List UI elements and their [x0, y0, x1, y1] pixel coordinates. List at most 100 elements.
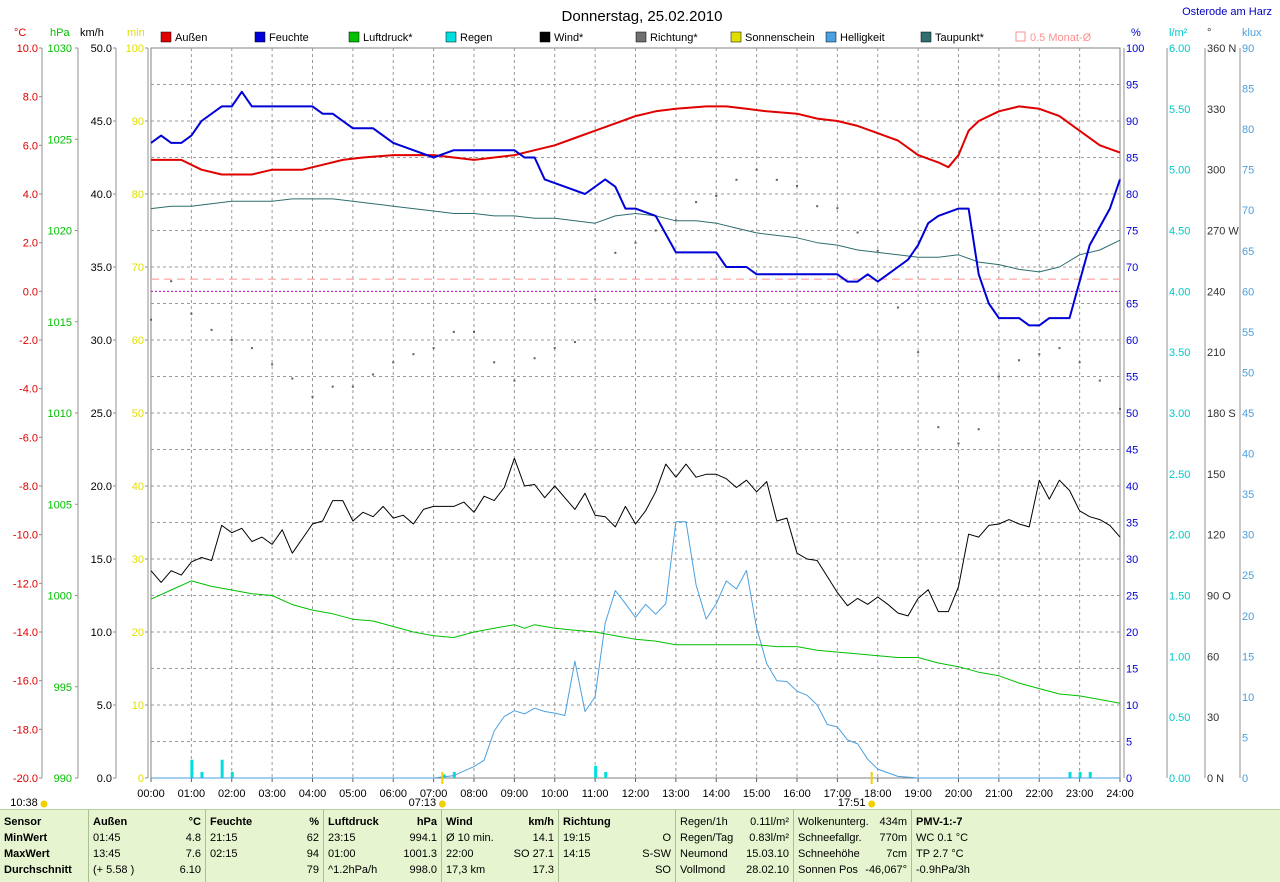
wind-row3-label: 17,3 km: [446, 864, 486, 876]
tick-temp: 8.0: [23, 92, 38, 104]
direction-point: [351, 385, 354, 388]
direction-point: [735, 178, 738, 181]
luftdruck-header: Luftdruck: [328, 816, 379, 828]
tick-pct: 80: [1126, 189, 1138, 201]
direction-point: [271, 363, 274, 366]
feuchte-max-value: 94: [306, 848, 319, 860]
tick-deg: 0 N: [1207, 773, 1224, 785]
direction-point: [493, 361, 496, 364]
wolken-row2-value: 770m: [879, 832, 907, 844]
legend-swatch-richtung: [635, 31, 647, 43]
direction-point: [977, 428, 980, 431]
tick-klux: 45: [1242, 408, 1254, 420]
x-tick-label: 13:00: [662, 788, 690, 800]
direction-point: [937, 426, 940, 429]
col-regen: Regen/1h 0.11l/m² Regen/Tag 0.83l/m² Neumo…: [676, 810, 794, 882]
series-luftdruck: [150, 580, 1121, 704]
x-tick-label: 01:00: [178, 788, 206, 800]
pmv-row2: WC 0.1 °C: [916, 832, 969, 844]
tick-deg: 330: [1207, 104, 1225, 116]
luftdruck-max-time: 01:00: [328, 848, 356, 860]
tick-temp: 0.0: [23, 286, 38, 298]
series-richtung: [150, 168, 1121, 445]
sensor-row-max: MaxWert: [4, 848, 50, 860]
regen-row2-label: Regen/Tag: [680, 832, 734, 844]
aussen-max-time: 13:45: [93, 848, 121, 860]
tick-min: 50: [132, 408, 144, 420]
legend-label-monat: 0.5 Monat-Ø: [1030, 32, 1092, 44]
tick-deg: 150: [1207, 469, 1225, 481]
tick-temp: -14.0: [13, 627, 38, 639]
rain-bar: [1088, 771, 1092, 778]
tick-deg: 210: [1207, 347, 1225, 359]
tick-pct: 55: [1126, 372, 1138, 384]
direction-point: [250, 347, 253, 350]
aussen-min-time: 01:45: [93, 832, 121, 844]
wind-row1-label: Ø 10 min.: [446, 832, 494, 844]
series-wind: [150, 457, 1121, 617]
tick-pct: 75: [1126, 226, 1138, 238]
tick-hpa: 1005: [48, 499, 72, 511]
tick-kmh: 15.0: [91, 554, 112, 566]
unit-pct: %: [1131, 27, 1141, 39]
wolken-row1-value: 434m: [879, 816, 907, 828]
direction-point: [331, 385, 334, 388]
tick-temp: -2.0: [19, 335, 38, 347]
wind-header: Wind: [446, 816, 473, 828]
tick-min: 0: [138, 773, 144, 785]
feuchte-header: Feuchte: [210, 816, 253, 828]
left-axes: 10.0 8.0 6.0 4.0 2.0 0.0 -2.0 -4.0 -6.0 -8.0 -10.0…: [13, 43, 149, 785]
tick-hpa: 995: [54, 682, 72, 694]
x-tick-label: 06:00: [379, 788, 407, 800]
legend-swatch-regen: [445, 31, 457, 43]
tick-deg: 270 W: [1207, 226, 1239, 238]
tick-vlm: 2.50: [1169, 469, 1190, 481]
tick-min: 20: [132, 627, 144, 639]
tick-pct: 45: [1126, 445, 1138, 457]
direction-point: [1018, 359, 1021, 362]
tick-kmh: 5.0: [97, 700, 112, 712]
tick-klux: 80: [1242, 124, 1254, 136]
direction-point: [190, 312, 193, 315]
luftdruck-avg-value: 998.0: [409, 864, 437, 876]
tick-temp: -10.0: [13, 530, 38, 542]
legend-label-helligkeit: Helligkeit: [840, 32, 885, 44]
regen-row3-label: Neumond: [680, 848, 728, 860]
tick-min: 90: [132, 116, 144, 128]
tick-deg: 360 N: [1207, 43, 1236, 55]
wind-row1-value: 14.1: [532, 832, 554, 844]
tick-pct: 60: [1126, 335, 1138, 347]
summary-panel: Sensor MinWert MaxWert Durchschnitt Auße…: [0, 809, 1280, 882]
luftdruck-min-time: 23:15: [328, 832, 356, 844]
direction-point: [553, 347, 556, 350]
tick-klux: 50: [1242, 367, 1254, 379]
tick-hpa: 1030: [48, 43, 72, 55]
tick-klux: 15: [1242, 651, 1254, 663]
regen-row1-value: 0.11l/m²: [750, 816, 789, 828]
sensor-header: Sensor: [4, 816, 42, 828]
tick-klux: 90: [1242, 43, 1254, 55]
direction-point: [755, 168, 758, 171]
richtung-row3-value: SO: [655, 864, 671, 876]
rain-bar: [190, 759, 194, 778]
wolken-row3-value: 7cm: [886, 848, 907, 860]
wolken-row4-label: Sonnen Pos: [798, 864, 858, 876]
sun-icon: [40, 800, 48, 808]
direction-point: [896, 306, 899, 309]
legend-label-feuchte: Feuchte: [269, 32, 309, 44]
tick-vlm: 5.00: [1169, 165, 1190, 177]
tick-klux: 30: [1242, 530, 1254, 542]
feuchte-max-time: 02:15: [210, 848, 238, 860]
tick-kmh: 40.0: [91, 189, 112, 201]
col-richtung: Richtung 19:15 O 14:15 S-SW SO: [559, 810, 676, 882]
tick-vlm: 4.50: [1169, 226, 1190, 238]
luftdruck-max-value: 1001.3: [403, 848, 437, 860]
x-axis: 00:00 01:00 02:00 03:00 04:00 05:00 06:00 07:00…: [137, 778, 1134, 800]
tick-pct: 65: [1126, 299, 1138, 311]
tick-min: 10: [132, 700, 144, 712]
aussen-max-value: 7.6: [185, 848, 201, 860]
wolken-row4-value: -46,067°: [865, 864, 907, 876]
regen-row1-label: Regen/1h: [680, 816, 728, 828]
tick-min: 80: [132, 189, 144, 201]
tick-vlm: 1.00: [1169, 651, 1190, 663]
